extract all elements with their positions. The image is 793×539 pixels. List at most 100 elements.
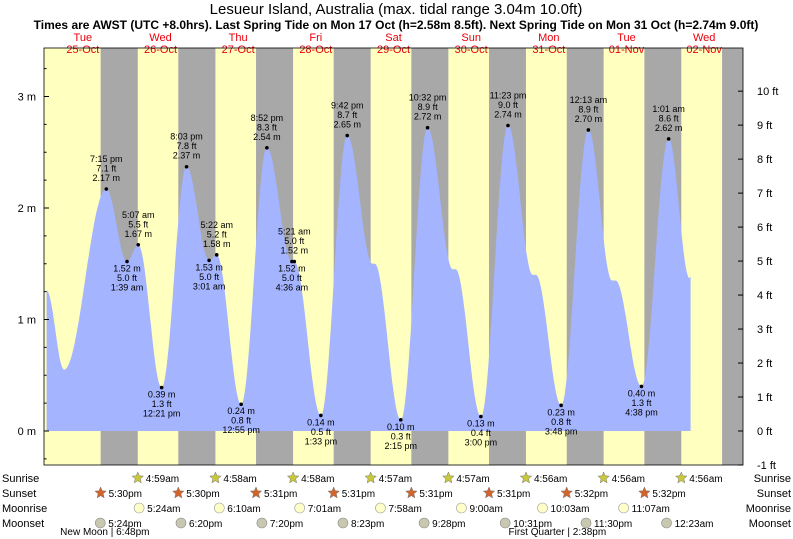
tide-extreme-point xyxy=(125,259,129,264)
day-of-week-label: Mon xyxy=(538,32,559,44)
moonrise-time: 5:24am xyxy=(147,504,180,515)
tide-extreme-label: 1:39 am xyxy=(111,283,144,293)
date-label: 02-Nov xyxy=(686,44,722,56)
tide-extreme-label: 5.2 ft xyxy=(207,229,228,239)
tide-area xyxy=(46,125,691,431)
date-label: 30-Oct xyxy=(455,44,488,56)
tide-extreme-label: 5.0 ft xyxy=(282,273,303,283)
astro-row-label-right: Sunrise xyxy=(754,473,791,485)
tide-extreme-label: 2.72 m xyxy=(414,112,442,122)
moonrise-icon xyxy=(294,502,306,514)
sunrise-icon xyxy=(131,471,145,484)
tide-extreme-point xyxy=(265,145,269,150)
tide-extreme-point xyxy=(425,125,430,130)
y-tick-label-left: 1 m xyxy=(18,315,36,327)
day-of-week-label: Thu xyxy=(229,32,248,44)
tide-extreme-label: 4:38 pm xyxy=(625,407,658,417)
sunset-time: 5:30pm xyxy=(186,489,219,500)
moonset-icon xyxy=(256,517,268,529)
date-label: 29-Oct xyxy=(377,44,410,56)
moonrise-icon xyxy=(214,502,225,514)
date-label: 26-Oct xyxy=(144,44,177,56)
y-tick-label-right: 9 ft xyxy=(757,120,772,132)
tide-extreme-point xyxy=(319,413,323,418)
tide-extreme-label: 4:36 am xyxy=(276,283,309,293)
moon-phase-label: New Moon | 6:48pm xyxy=(60,527,149,538)
y-tick-label-left: 3 m xyxy=(18,92,36,104)
date-label: 25-Oct xyxy=(66,44,99,56)
tide-extreme-label: 9.0 ft xyxy=(498,100,519,110)
date-label: 27-Oct xyxy=(222,44,255,56)
tide-extreme-label: 3:48 pm xyxy=(545,426,578,436)
y-tick-label-left: 2 m xyxy=(18,203,36,215)
tide-extreme-label: 1.3 ft xyxy=(152,399,173,409)
tide-extreme-label: 2.62 m xyxy=(655,123,683,133)
moonset-icon xyxy=(95,517,106,529)
moonrise-time: 9:00am xyxy=(469,504,502,515)
tide-extreme-label: 0.39 m xyxy=(148,390,176,400)
tide-extreme-point xyxy=(136,242,141,247)
tide-extreme-label: 8.3 ft xyxy=(257,122,278,132)
sunset-time: 5:31pm xyxy=(419,489,452,500)
tide-extreme-label: 2:15 pm xyxy=(385,441,418,451)
moonset-icon xyxy=(499,517,511,529)
tide-extreme-point xyxy=(214,253,219,257)
astro-row-label-left: Moonset xyxy=(2,518,44,530)
tide-extreme-point xyxy=(506,123,510,128)
tide-extreme-label: 5.0 ft xyxy=(199,272,220,282)
moonset-time: 7:20pm xyxy=(270,519,303,530)
day-of-week-label: Tue xyxy=(74,32,93,44)
day-of-week-label: Fri xyxy=(309,32,322,44)
moonrise-time: 7:58am xyxy=(388,504,421,515)
moonrise-icon xyxy=(375,502,386,514)
y-tick-label-right: 4 ft xyxy=(757,290,772,302)
tide-extreme-label: 2.54 m xyxy=(253,132,281,142)
tide-extreme-label: 1.67 m xyxy=(124,229,152,239)
tide-extreme-label: 12:55 pm xyxy=(222,425,260,435)
y-tick-label-right: 10 ft xyxy=(757,86,778,98)
moonset-icon xyxy=(337,517,349,529)
astro-row-label-right: Moonrise xyxy=(746,503,791,515)
day-of-week-label: Tue xyxy=(617,32,636,44)
sunrise-time: 4:58am xyxy=(301,474,334,485)
sunset-icon xyxy=(327,486,341,499)
tide-extreme-label: 0.5 ft xyxy=(311,427,332,437)
y-tick-label-right: -1 ft xyxy=(757,460,776,472)
moonrise-time: 11:07am xyxy=(632,504,670,515)
sunset-icon xyxy=(94,486,107,499)
chart-subtitle: Times are AWST (UTC +8.0hrs). Last Sprin… xyxy=(34,18,759,32)
y-tick-label-right: 1 ft xyxy=(757,392,772,404)
sunrise-icon xyxy=(209,471,222,484)
tide-extreme-point xyxy=(104,187,109,191)
tide-extreme-label: 0.13 m xyxy=(467,419,495,429)
y-tick-label-right: 6 ft xyxy=(757,222,772,234)
tide-extreme-label: 0.10 m xyxy=(387,422,415,432)
tide-extreme-label: 0.3 ft xyxy=(391,431,412,441)
tide-extreme-label: 7.8 ft xyxy=(177,141,198,151)
moonrise-icon xyxy=(456,502,467,514)
tide-extreme-label: 1.3 ft xyxy=(631,398,652,408)
tide-extreme-label: 12:13 am xyxy=(570,95,608,105)
moonset-time: 6:20pm xyxy=(189,519,222,530)
tide-extreme-label: 1.53 m xyxy=(195,262,223,272)
tide-extreme-label: 12:21 pm xyxy=(143,409,181,419)
tide-extreme-point xyxy=(345,133,350,138)
tide-extreme-point xyxy=(586,128,591,132)
sunset-icon xyxy=(482,486,496,499)
sunrise-icon xyxy=(286,471,300,484)
sunrise-time: 4:57am xyxy=(379,474,412,485)
tide-extreme-label: 0.4 ft xyxy=(471,428,492,438)
sunrise-time: 4:59am xyxy=(146,474,179,485)
moonset-icon xyxy=(175,517,187,529)
tide-extreme-label: 8.9 ft xyxy=(578,104,599,114)
tide-extreme-label: 3:00 pm xyxy=(465,438,498,448)
tide-extreme-point xyxy=(559,403,563,408)
tide-curve xyxy=(46,125,691,431)
tide-extreme-label: 11:23 pm xyxy=(490,90,527,100)
y-tick-label-right: 0 ft xyxy=(757,426,772,438)
tide-extreme-point xyxy=(479,414,483,419)
sunrise-time: 4:58am xyxy=(223,474,256,485)
moonrise-time: 10:03am xyxy=(551,504,590,515)
tide-extreme-label: 1.52 m xyxy=(278,264,306,274)
tide-extreme-label: 5.5 ft xyxy=(128,219,149,229)
